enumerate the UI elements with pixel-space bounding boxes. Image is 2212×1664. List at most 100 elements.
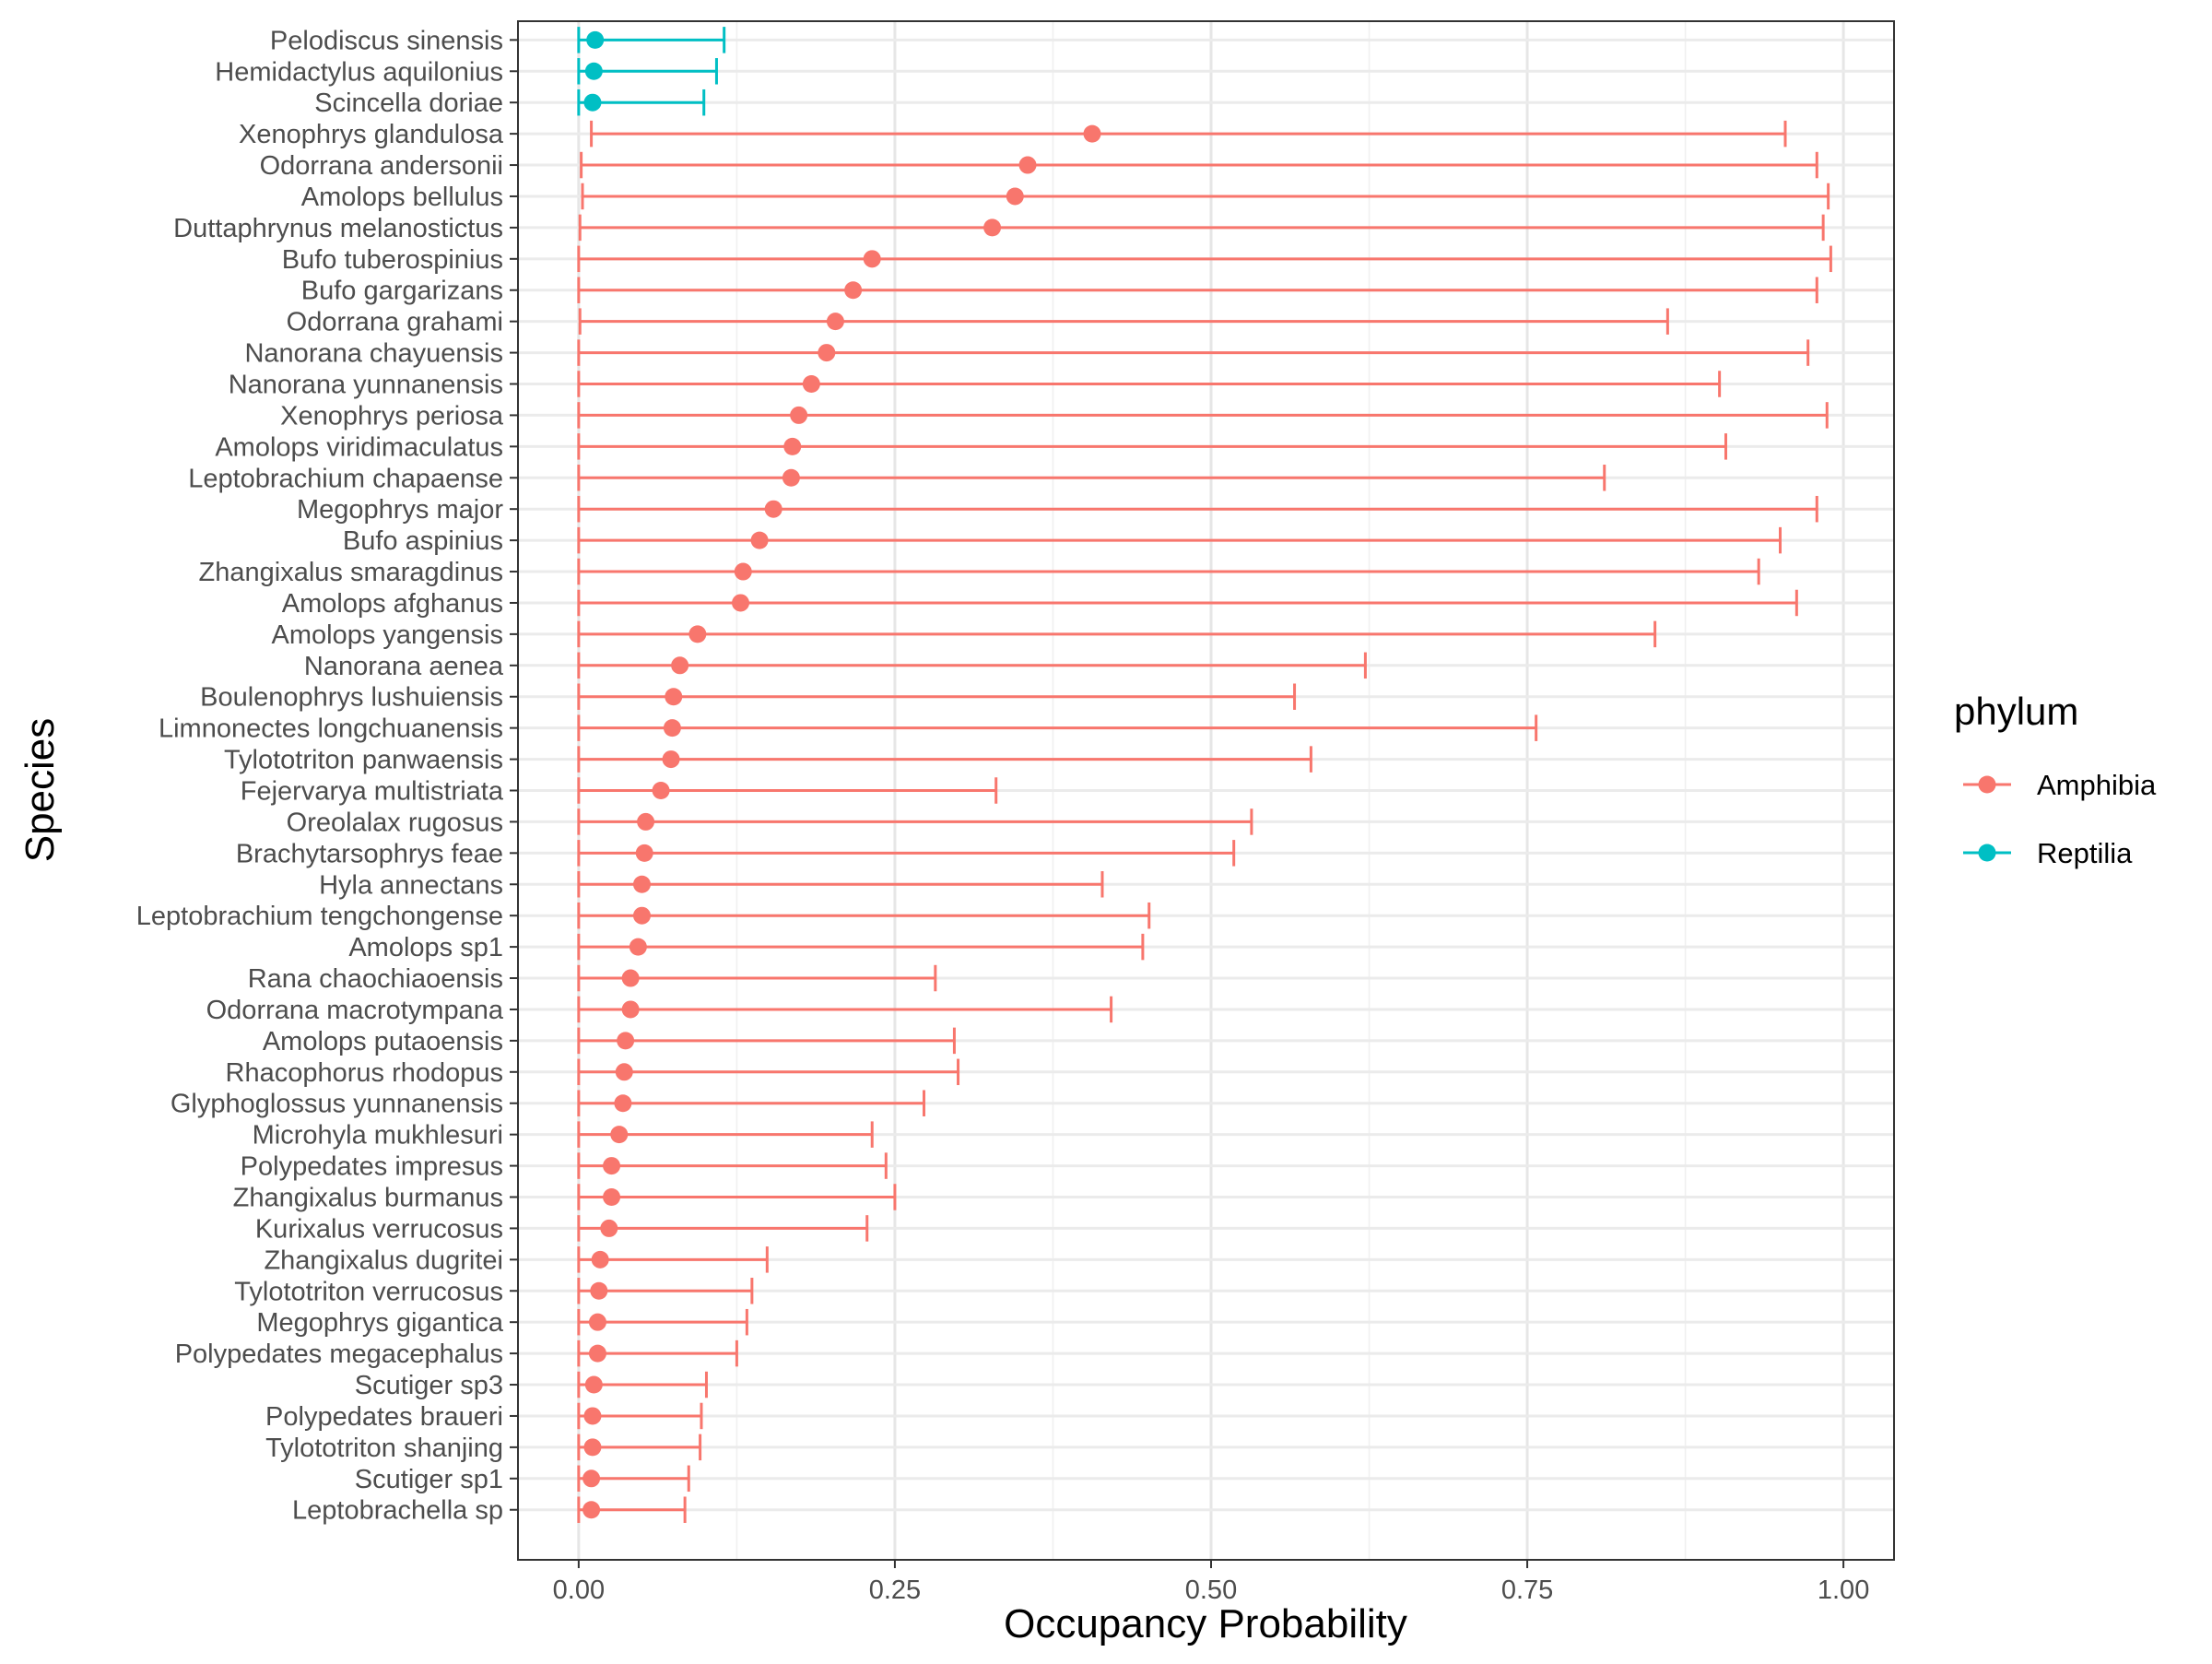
x-tick-label: 0.75: [1501, 1575, 1553, 1605]
mean-point: [615, 1063, 633, 1081]
errorbar-group: [577, 1434, 702, 1461]
errorbar-group: [577, 371, 1722, 397]
mean-point: [582, 1469, 601, 1488]
y-tick-label: Leptobrachella sp: [292, 1496, 503, 1526]
mean-point: [637, 812, 655, 831]
y-tick-label: Zhangixalus smaragdinus: [199, 558, 503, 587]
legend-key-point: [1978, 844, 1996, 862]
mean-point: [600, 1219, 618, 1237]
errorbar-group: [577, 840, 1236, 867]
mean-point: [584, 62, 603, 80]
mean-point: [663, 719, 681, 738]
y-tick-label: Amolops sp1: [348, 933, 503, 962]
y-tick-label: Nanorana aenea: [304, 652, 504, 681]
x-axis-title: Occupancy Probability: [1004, 1601, 1407, 1646]
y-tick-label: Duttaphrynus melanostictus: [173, 214, 503, 243]
errorbar-group: [577, 1496, 687, 1523]
plot-panel: [517, 20, 1895, 1561]
y-tick-label: Scutiger sp3: [355, 1371, 503, 1400]
errorbar-group: [577, 58, 718, 85]
y-tick-label: Nanorana yunnanensis: [229, 371, 503, 400]
errorbar-group: [577, 996, 1113, 1023]
y-tick-label: Odorrana grahami: [287, 308, 503, 337]
mean-point: [1006, 187, 1024, 206]
mean-point: [826, 313, 844, 331]
y-tick-label: Glyphoglossus yunnanensis: [171, 1090, 503, 1119]
errorbar-group: [581, 183, 1830, 210]
y-tick-label: Zhangixalus dugritei: [264, 1245, 503, 1275]
mean-point: [863, 250, 881, 268]
mean-point: [583, 1438, 602, 1457]
errorbar-group: [577, 746, 1312, 773]
mean-point: [588, 1344, 606, 1363]
errorbar-group: [577, 558, 1760, 585]
errorbar-group: [578, 214, 1825, 242]
y-tick-label: Leptobrachium tengchongense: [136, 902, 503, 931]
legend: phylum Amphibia Reptilia: [1954, 690, 2157, 869]
errorbar-group: [577, 589, 1798, 617]
mean-point: [790, 406, 808, 424]
mean-point: [750, 531, 769, 549]
y-tick-label: Hyla annectans: [319, 870, 503, 900]
errorbar-group: [577, 465, 1606, 491]
mean-point: [671, 656, 689, 675]
y-tick-label: Boulenophrys lushuiensis: [200, 683, 503, 713]
errorbar-group: [577, 1058, 960, 1086]
y-tick-label: Amolops putaoensis: [263, 1027, 503, 1056]
y-tick-label: Bufo tuberospinius: [282, 245, 503, 275]
mean-point: [632, 906, 651, 925]
mean-point: [590, 1281, 608, 1300]
y-tick-label: Amolops yangensis: [272, 620, 503, 650]
mean-point: [603, 1187, 621, 1206]
errorbar-group: [577, 1121, 874, 1148]
y-tick-label: Scutiger sp1: [355, 1465, 503, 1494]
legend-key-point: [1978, 775, 1996, 794]
errorbar-group: [577, 933, 1145, 961]
y-tick-label: Tylototriton shanjing: [265, 1434, 503, 1463]
mean-point: [610, 1126, 629, 1144]
errorbar-group: [577, 495, 1818, 523]
mean-point: [1018, 156, 1037, 174]
mean-point: [652, 782, 670, 799]
errorbar-group: [577, 1278, 754, 1304]
errorbar-group: [577, 777, 998, 804]
mean-point: [688, 625, 707, 643]
y-tick-label: Xenophrys periosa: [280, 401, 504, 431]
y-tick-label: Limnonectes longchuanensis: [159, 714, 503, 744]
errorbar-group: [577, 1152, 888, 1179]
errorbar-group: [577, 964, 937, 992]
legend-label: Amphibia: [2037, 769, 2157, 801]
errorbar-group: [590, 120, 1787, 148]
mean-point: [588, 1313, 606, 1331]
x-tick-label: 0.25: [869, 1575, 921, 1605]
mean-point: [783, 437, 802, 455]
mean-point: [591, 1250, 609, 1269]
errorbar-group: [577, 433, 1727, 460]
y-tick-label: Pelodiscus sinensis: [270, 26, 503, 55]
y-tick-label: Nanorana chayuensis: [244, 339, 503, 369]
y-tick-label: Tylototriton panwaensis: [224, 746, 503, 775]
errorbar-group: [577, 871, 1104, 898]
mean-point: [635, 844, 653, 862]
legend-item: Reptilia: [1963, 837, 2133, 869]
mean-point: [1083, 124, 1101, 143]
mean-point: [584, 1375, 603, 1394]
errorbar-group: [577, 1184, 897, 1210]
x-tick-label: 0.50: [1185, 1575, 1237, 1605]
x-axis-ticks: 0.00 0.25 0.50 0.75 1.00: [553, 1560, 1869, 1605]
mean-point: [844, 281, 863, 300]
legend-label: Reptilia: [2037, 837, 2133, 869]
errorbar-group: [577, 902, 1151, 929]
y-tick-label: Kurixalus verrucosus: [255, 1214, 503, 1244]
errorbar-group: [577, 620, 1657, 648]
y-tick-label: Polypedates megacephalus: [175, 1339, 503, 1369]
errorbar-group: [578, 308, 1669, 335]
errorbar-group: [577, 402, 1829, 429]
x-tick-label: 1.00: [1818, 1575, 1869, 1605]
y-tick-label: Polypedates braueri: [265, 1402, 503, 1432]
errorbar-group: [580, 151, 1818, 179]
y-tick-label: Megophrys major: [297, 495, 503, 525]
mean-point: [621, 1000, 640, 1019]
y-tick-label: Rhacophorus rhodopus: [226, 1058, 503, 1088]
